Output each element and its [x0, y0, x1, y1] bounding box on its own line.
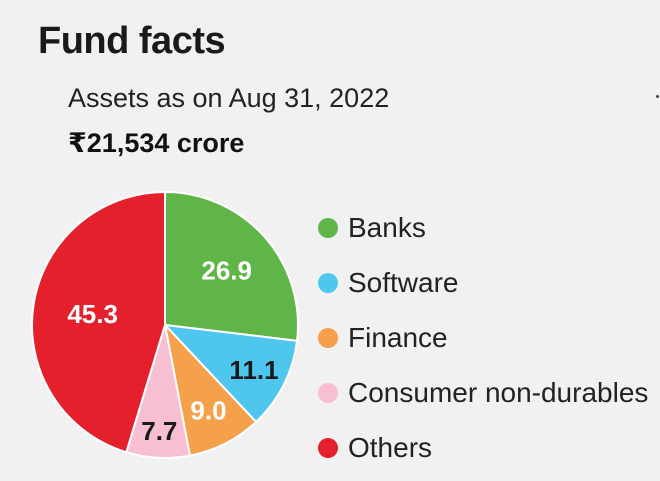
- legend-item: Finance: [318, 310, 648, 365]
- legend-label: Others: [348, 431, 433, 463]
- total-assets: ₹21,534 crore: [68, 128, 245, 158]
- legend: Banks Software Finance Consumer non-durable…: [318, 200, 648, 475]
- slice-value-label: 26.9: [201, 255, 252, 285]
- legend-swatch: [318, 217, 338, 238]
- legend-swatch: [318, 327, 338, 348]
- legend-swatch: [318, 437, 338, 458]
- pie-slice-banks: [164, 190, 299, 342]
- legend-item: Banks: [318, 200, 648, 255]
- chart-subtitle: Assets as on Aug 31, 2022: [68, 83, 390, 113]
- pie-slice-software: [162, 323, 299, 424]
- pie-slice-others: [31, 190, 166, 454]
- legend-label: Consumer non-durables: [348, 376, 649, 408]
- slice-value-label: 9.0: [190, 395, 226, 425]
- pie-chart: 26.9 11.19.0 7.7 45.3: [31, 190, 299, 459]
- legend-swatch: [318, 382, 338, 403]
- legend-item: Consumer non-durables: [318, 365, 648, 420]
- edge-dot: [656, 95, 659, 98]
- slice-value-label: 7.7: [141, 416, 177, 446]
- legend-label: Banks: [348, 211, 426, 243]
- legend-label: Software: [348, 266, 459, 298]
- legend-label: Finance: [348, 321, 448, 353]
- slice-value-label: 11.1: [229, 355, 278, 385]
- legend-item: Others: [318, 420, 648, 475]
- legend-swatch: [318, 272, 338, 293]
- slice-value-label: 45.3: [67, 299, 118, 329]
- chart-title: Fund facts: [38, 20, 226, 62]
- legend-item: Software: [318, 255, 648, 310]
